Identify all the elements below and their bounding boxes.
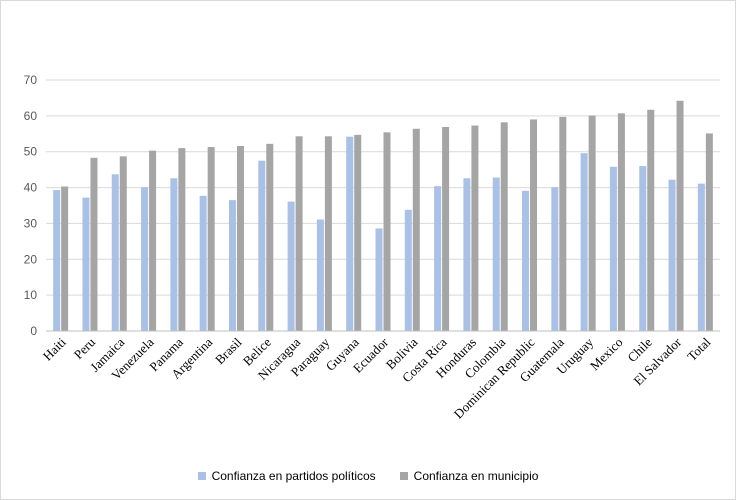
bar-municipio bbox=[207, 147, 215, 331]
bar-partidos bbox=[111, 174, 119, 331]
bar-partidos bbox=[258, 160, 266, 331]
y-tick-label: 10 bbox=[24, 288, 38, 302]
x-tick-label: Total bbox=[684, 334, 714, 364]
bar-partidos bbox=[492, 177, 500, 331]
bar-chart: 0 10 20 30 40 50 60 70 Haiti PeruJamaicaVenezuel… bbox=[24, 73, 720, 421]
y-tick-label: 60 bbox=[24, 109, 38, 123]
bar-municipio bbox=[90, 157, 98, 331]
x-tick-label: Mexico bbox=[587, 335, 626, 374]
bar-partidos bbox=[609, 166, 617, 331]
legend-label-partidos: Confianza en partidos políticos bbox=[211, 469, 376, 483]
bar-municipio bbox=[588, 115, 596, 331]
legend: Confianza en partidos políticos Confianz… bbox=[0, 466, 736, 486]
bar-partidos bbox=[199, 195, 207, 331]
bar-municipio bbox=[324, 136, 332, 331]
legend-item-partidos: Confianza en partidos políticos bbox=[197, 469, 376, 483]
bars bbox=[53, 100, 713, 332]
y-tick-label: 20 bbox=[24, 252, 38, 266]
bar-municipio bbox=[617, 113, 625, 331]
x-tick-label: Brasil bbox=[212, 334, 245, 367]
bar-municipio bbox=[149, 150, 157, 331]
bar-municipio bbox=[236, 145, 244, 331]
bar-partidos bbox=[463, 178, 471, 331]
x-tick-label: Haiti bbox=[40, 334, 69, 363]
legend-item-municipio: Confianza en municipio bbox=[399, 469, 539, 483]
bar-partidos bbox=[551, 187, 559, 331]
bar-partidos bbox=[170, 178, 178, 331]
bar-municipio bbox=[295, 136, 303, 331]
bar-municipio bbox=[530, 119, 538, 331]
y-tick-label: 40 bbox=[24, 181, 38, 195]
bar-municipio bbox=[705, 133, 713, 331]
bar-partidos bbox=[404, 209, 412, 331]
bar-partidos bbox=[346, 136, 354, 331]
bar-partidos bbox=[287, 201, 295, 331]
bar-municipio bbox=[61, 186, 69, 331]
y-tick-label: 70 bbox=[24, 73, 38, 87]
bar-partidos bbox=[522, 190, 530, 331]
bar-municipio bbox=[500, 122, 508, 331]
y-tick-label: 50 bbox=[24, 145, 38, 159]
legend-label-municipio: Confianza en municipio bbox=[413, 469, 539, 483]
bar-municipio bbox=[266, 143, 274, 331]
y-tick-label: 30 bbox=[24, 216, 38, 230]
gridlines bbox=[46, 79, 720, 296]
bar-partidos bbox=[697, 183, 705, 331]
bar-municipio bbox=[412, 128, 420, 331]
bar-partidos bbox=[580, 153, 588, 331]
bar-municipio bbox=[559, 116, 567, 332]
bar-municipio bbox=[647, 109, 655, 331]
bar-partidos bbox=[141, 187, 149, 331]
legend-swatch-municipio bbox=[399, 472, 408, 480]
bar-municipio bbox=[354, 134, 362, 331]
y-axis-ticks: 0 10 20 30 40 50 60 70 bbox=[24, 73, 38, 338]
bar-partidos bbox=[228, 200, 236, 331]
bar-municipio bbox=[471, 125, 479, 331]
bar-partidos bbox=[316, 219, 324, 331]
bar-partidos bbox=[82, 197, 90, 331]
bar-partidos bbox=[434, 186, 442, 331]
bar-municipio bbox=[442, 126, 450, 331]
bar-partidos bbox=[53, 190, 61, 331]
bar-municipio bbox=[178, 148, 186, 331]
bar-partidos bbox=[375, 228, 383, 331]
bar-partidos bbox=[639, 166, 647, 331]
bar-municipio bbox=[119, 156, 127, 331]
bar-municipio bbox=[383, 132, 391, 331]
y-tick-label: 0 bbox=[30, 324, 37, 338]
x-axis-ticks: Haiti PeruJamaicaVenezuelaPanamaArgentina… bbox=[40, 334, 714, 421]
legend-swatch-partidos bbox=[197, 472, 206, 480]
bar-municipio bbox=[676, 100, 684, 331]
bar-partidos bbox=[668, 179, 676, 331]
